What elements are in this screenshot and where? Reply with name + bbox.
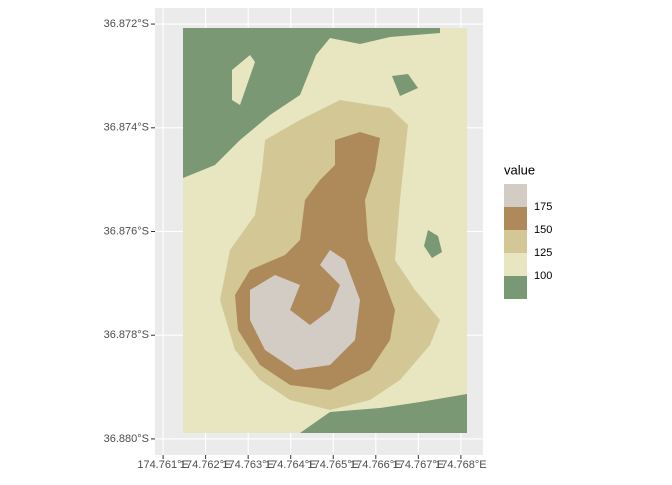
legend-label: 100 <box>534 270 552 282</box>
x-tick-label: 174.767°E <box>393 459 445 471</box>
raster-region <box>250 250 360 370</box>
raster-region <box>303 290 313 300</box>
raster-region <box>232 55 255 105</box>
x-tick-label: 174.765°E <box>308 459 360 471</box>
legend-key <box>504 276 527 299</box>
x-tick-label: 174.766°E <box>350 459 402 471</box>
raster-region <box>392 74 418 96</box>
raster-region <box>300 394 467 433</box>
y-tick-label: 36.874°S <box>104 122 149 134</box>
x-tick-label: 174.762°E <box>180 459 232 471</box>
y-tick-label: 36.880°S <box>104 433 149 445</box>
y-tick-label: 36.878°S <box>104 329 149 341</box>
legend-label: 150 <box>534 224 552 236</box>
x-tick-label: 174.763°E <box>222 459 274 471</box>
legend-key <box>504 184 527 207</box>
legend-key <box>504 207 527 230</box>
raster <box>183 28 467 433</box>
x-tick-label: 174.761°E <box>137 459 189 471</box>
legend-key <box>504 230 527 253</box>
legend-key <box>504 253 527 276</box>
legend-label: 175 <box>534 201 552 213</box>
x-tick-label: 174.768°E <box>435 459 487 471</box>
x-tick-label: 174.764°E <box>265 459 317 471</box>
y-tick-label: 36.876°S <box>104 225 149 237</box>
legend-title: value <box>504 162 535 177</box>
y-tick-label: 36.872°S <box>104 18 149 30</box>
raster-region <box>424 230 442 258</box>
legend-label: 125 <box>534 247 552 259</box>
